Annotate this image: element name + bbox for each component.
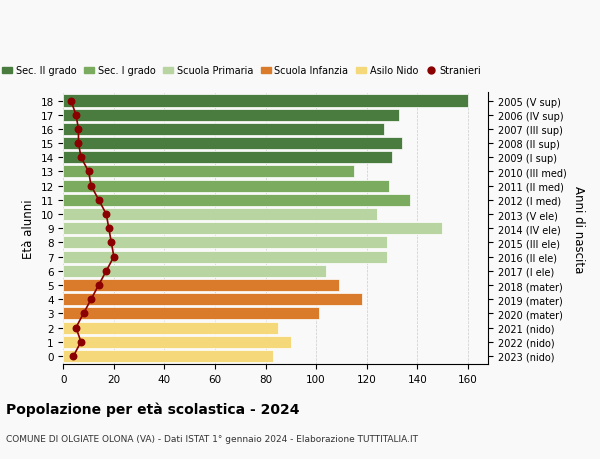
- Point: [107, 239, 116, 246]
- Bar: [64, 350, 273, 362]
- Point: [101, 268, 111, 275]
- Bar: [64, 237, 387, 249]
- Bar: [64, 123, 385, 135]
- Y-axis label: Età alunni: Età alunni: [22, 199, 35, 258]
- Bar: [64, 95, 468, 107]
- Bar: [64, 336, 291, 348]
- Point: [71, 112, 81, 119]
- Bar: [64, 223, 442, 235]
- Text: Popolazione per età scolastica - 2024: Popolazione per età scolastica - 2024: [6, 402, 299, 416]
- Bar: [64, 208, 377, 221]
- Y-axis label: Anni di nascita: Anni di nascita: [572, 185, 585, 272]
- Point: [101, 211, 111, 218]
- Bar: [64, 195, 410, 207]
- Point: [84, 168, 94, 176]
- Bar: [64, 109, 400, 122]
- Point: [109, 253, 119, 261]
- Bar: [64, 138, 402, 150]
- Bar: [64, 280, 339, 291]
- Bar: [64, 166, 354, 178]
- Point: [86, 183, 96, 190]
- Text: COMUNE DI OLGIATE OLONA (VA) - Dati ISTAT 1° gennaio 2024 - Elaborazione TUTTITA: COMUNE DI OLGIATE OLONA (VA) - Dati ISTA…: [6, 434, 418, 442]
- Point: [74, 126, 83, 133]
- Point: [104, 225, 113, 232]
- Point: [76, 338, 86, 346]
- Point: [86, 296, 96, 303]
- Bar: [64, 265, 326, 277]
- Legend: Sec. II grado, Sec. I grado, Scuola Primaria, Scuola Infanzia, Asilo Nido, Stran: Sec. II grado, Sec. I grado, Scuola Prim…: [0, 62, 485, 80]
- Point: [66, 98, 76, 105]
- Bar: [64, 180, 389, 192]
- Bar: [64, 152, 392, 164]
- Bar: [64, 322, 278, 334]
- Point: [68, 353, 78, 360]
- Point: [76, 154, 86, 162]
- Point: [71, 324, 81, 331]
- Point: [94, 197, 103, 204]
- Point: [79, 310, 88, 317]
- Bar: [64, 308, 319, 320]
- Bar: [64, 293, 362, 306]
- Point: [74, 140, 83, 147]
- Bar: [64, 251, 387, 263]
- Point: [94, 282, 103, 289]
